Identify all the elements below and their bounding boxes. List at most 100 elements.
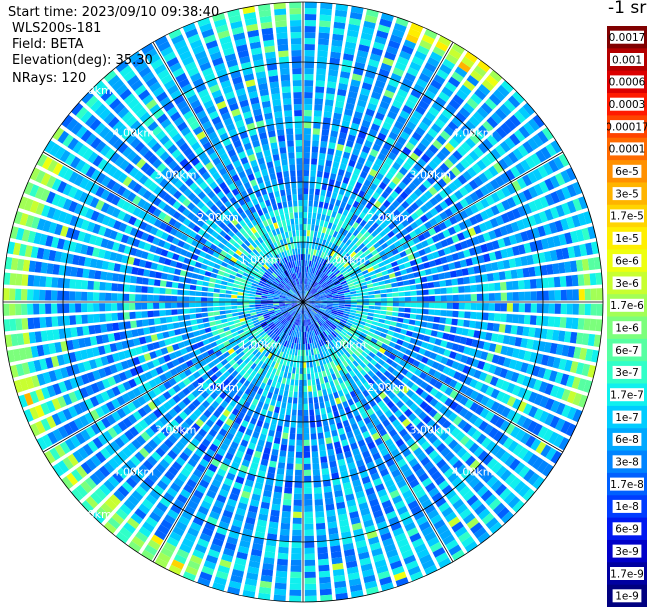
range-gate: [205, 386, 214, 395]
range-gate: [255, 525, 266, 533]
range-gate: [133, 422, 144, 434]
range-gate: [363, 273, 371, 278]
range-gate: [352, 448, 361, 456]
range-gate: [313, 487, 322, 494]
range-gate: [329, 324, 336, 330]
range-gate: [349, 288, 356, 292]
range-gate: [369, 270, 376, 276]
range-gate: [89, 473, 102, 486]
range-gate: [319, 333, 324, 340]
range-gate: [305, 278, 307, 285]
range-gate: [480, 210, 489, 221]
range-gate: [321, 183, 328, 191]
range-gate: [233, 355, 241, 362]
range-gate: [478, 83, 491, 96]
range-gate: [56, 354, 65, 366]
range-gate: [152, 237, 161, 246]
range-gate: [310, 330, 314, 337]
range-gate: [136, 319, 143, 328]
range-gate: [68, 391, 78, 404]
range-gate: [553, 276, 561, 288]
range-gate: [271, 380, 277, 388]
range-gate: [27, 230, 36, 243]
range-gate: [411, 265, 419, 272]
range-gate: [330, 51, 341, 59]
range-gate: [257, 400, 264, 409]
range-gate: [258, 414, 266, 422]
range-gate: [374, 234, 382, 242]
range-gate: [480, 198, 490, 209]
range-gate: [229, 274, 236, 280]
range-gate: [349, 234, 356, 242]
range-gate: [555, 418, 566, 432]
range-gate: [372, 117, 383, 127]
range-gate: [274, 319, 280, 325]
range-gate: [494, 313, 501, 322]
range-gate: [452, 443, 463, 454]
range-gate: [461, 56, 475, 68]
range-gate: [464, 51, 478, 64]
range-gate: [194, 336, 202, 343]
range-gate: [526, 254, 534, 265]
range-gate: [431, 492, 443, 503]
range-gate: [141, 294, 148, 301]
range-gate: [262, 563, 274, 571]
range-gate: [327, 271, 333, 277]
range-gate: [356, 545, 369, 554]
range-gate: [485, 332, 493, 341]
range-gate: [87, 314, 94, 324]
range-gate: [327, 234, 332, 242]
range-gate: [296, 445, 303, 452]
range-gate: [213, 499, 225, 509]
range-gate: [303, 307, 305, 314]
range-gate: [491, 240, 500, 250]
range-gate: [365, 319, 373, 324]
range-gate: [422, 179, 432, 189]
range-gate: [286, 402, 292, 410]
range-gate: [535, 278, 543, 289]
range-gate: [518, 106, 531, 120]
range-gate: [69, 279, 77, 289]
range-gate: [116, 395, 126, 406]
range-gate: [142, 404, 152, 414]
range-gate: [280, 383, 285, 390]
range-gate: [455, 327, 463, 335]
range-gate: [248, 467, 257, 476]
range-gate: [379, 230, 387, 238]
range-gate: [73, 174, 84, 187]
range-gate: [394, 532, 407, 543]
range-gate: [368, 298, 375, 302]
range-gate: [350, 291, 357, 295]
range-gate: [348, 329, 355, 335]
range-gate: [436, 442, 447, 453]
range-gate: [246, 280, 253, 285]
range-gate: [371, 366, 379, 374]
range-gate: [344, 190, 352, 198]
range-gate: [386, 306, 393, 311]
range-gate: [464, 540, 478, 553]
range-gate: [448, 439, 459, 450]
range-gate: [275, 480, 284, 487]
range-gate: [156, 501, 168, 513]
range-gate: [325, 269, 331, 276]
range-gate: [274, 292, 281, 296]
range-gate: [281, 377, 287, 385]
range-gate: [331, 311, 338, 315]
range-gate: [553, 156, 565, 170]
range-gate: [253, 450, 262, 459]
range-gate: [399, 83, 411, 93]
range-gate: [267, 321, 274, 327]
range-gate: [334, 490, 343, 498]
range-gate: [117, 383, 126, 394]
range-gate: [303, 373, 307, 380]
range-gate: [369, 182, 378, 191]
range-gate: [266, 435, 274, 443]
range-gate: [271, 333, 277, 340]
range-gate: [311, 280, 315, 287]
range-gate: [578, 289, 585, 301]
range-gate: [454, 66, 468, 78]
range-gate: [105, 401, 116, 412]
range-gate: [284, 481, 293, 488]
range-gate: [299, 331, 302, 338]
range-gate: [230, 351, 238, 359]
